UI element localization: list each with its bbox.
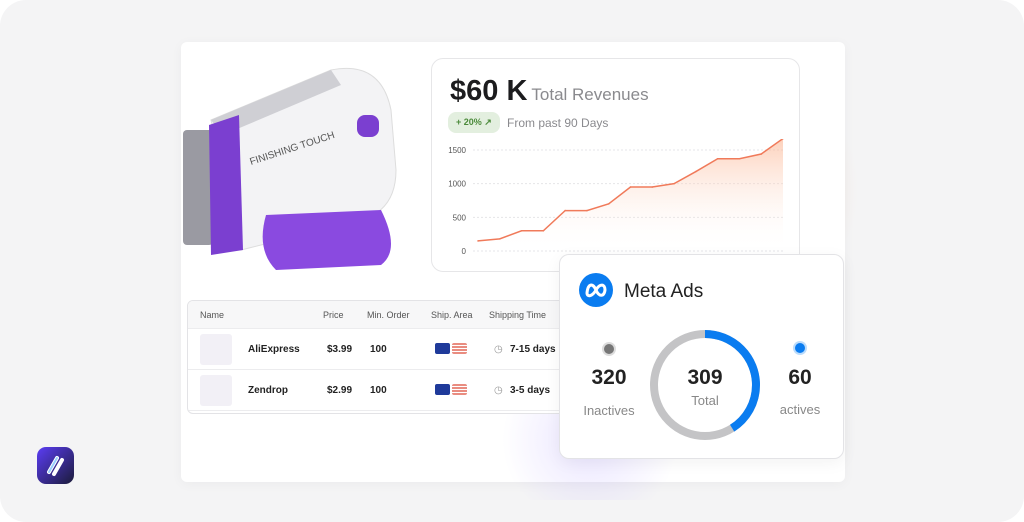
active-dot-icon [795, 343, 805, 353]
min-order: 100 [370, 344, 387, 355]
supplier-name: Zendrop [248, 385, 288, 396]
min-order: 100 [370, 385, 387, 396]
table-row[interactable]: Zendrop $2.99 100 ◷ 3-5 days [188, 370, 564, 411]
data-point [629, 186, 632, 188]
clock-icon: ◷ [494, 344, 503, 355]
inactive-label: Inactives [583, 403, 635, 418]
data-point [760, 153, 763, 155]
active-arc [650, 330, 760, 440]
total-label: Total [691, 393, 719, 408]
us-flag-icon [452, 343, 467, 354]
revenue-card: $60 K Total Revenues + 20% ↗ From past 90… [431, 58, 800, 272]
active-donut [650, 330, 760, 440]
header-name: Name [200, 310, 225, 320]
data-point [651, 186, 654, 188]
active-label: actives [779, 402, 821, 417]
product-thumbnail [200, 375, 232, 406]
data-point [477, 240, 479, 242]
clock-icon: ◷ [494, 385, 503, 396]
y-tick-label: 0 [462, 247, 467, 256]
data-point [716, 157, 719, 160]
revenue-amount: $60 K [450, 75, 528, 107]
data-point [520, 230, 523, 232]
y-tick-label: 500 [453, 213, 467, 222]
header-shipping-time: Shipping Time [489, 310, 547, 320]
eu-flag-icon [435, 384, 450, 395]
shipping-time: 7-15 days [510, 344, 556, 355]
app-logo [37, 447, 74, 484]
supplier-name: AliExpress [248, 344, 300, 355]
revenue-chart: 0 500 1000 1500 [448, 139, 784, 256]
meta-title: Meta Ads [624, 281, 704, 302]
us-flag-icon [452, 384, 467, 395]
revenue-label: Total Revenues [531, 85, 649, 104]
data-point [695, 170, 697, 173]
shipping-time: 3-5 days [510, 385, 551, 396]
period-text: From past 90 Days [507, 116, 609, 130]
header-price: Price [323, 310, 344, 320]
data-point [564, 209, 566, 212]
product-thumbnail [200, 334, 232, 365]
meta-logo-icon [579, 273, 613, 307]
eu-flag-icon [435, 343, 450, 354]
data-point [498, 238, 501, 240]
data-point [738, 157, 741, 160]
growth-badge: + 20% ↗ [448, 112, 500, 133]
price: $3.99 [327, 344, 353, 355]
data-point [586, 209, 588, 212]
header-min-order: Min. Order [367, 310, 410, 320]
table-row[interactable]: AliExpress $3.99 100 ◷ 7-15 days [188, 329, 564, 370]
price: $2.99 [327, 385, 353, 396]
meta-ads-card: Meta Ads 320 Inactives 309 Total 60 acti… [559, 254, 844, 459]
data-point [542, 230, 545, 232]
y-tick-label: 1500 [448, 146, 466, 155]
y-tick-label: 1000 [448, 180, 466, 189]
inactive-dot-icon [604, 344, 614, 354]
total-value: 309 [687, 366, 723, 389]
data-point [607, 203, 610, 205]
data-point [673, 182, 675, 185]
suppliers-table: Name Price Min. Order Ship. Area Shippin… [187, 300, 565, 414]
header-ship-area: Ship. Area [431, 310, 473, 320]
active-value: 60 [788, 366, 812, 389]
inactive-value: 320 [591, 366, 627, 389]
area-fill [478, 139, 783, 251]
product-image: FINISHING TOUCH [183, 67, 397, 270]
table-header: Name Price Min. Order Ship. Area Shippin… [188, 301, 564, 329]
